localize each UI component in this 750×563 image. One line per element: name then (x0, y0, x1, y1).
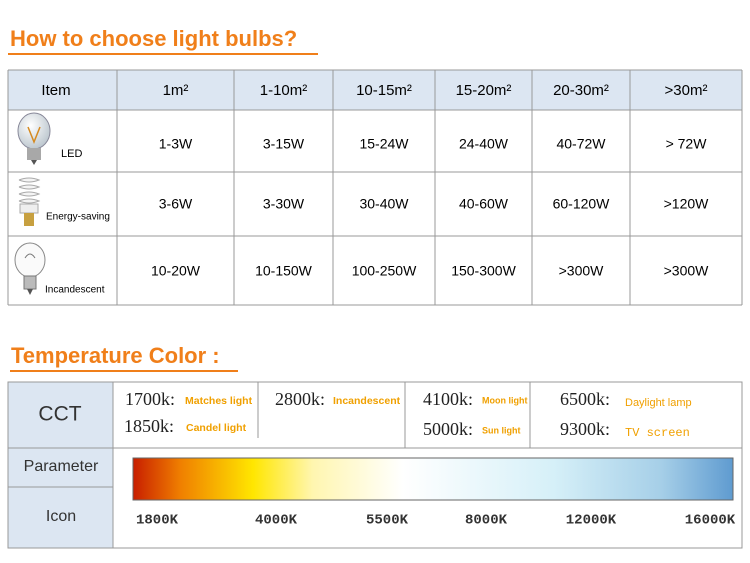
bulb-table (8, 70, 742, 110)
cell: >120W (664, 196, 710, 212)
header-row (8, 70, 742, 110)
cct-value: 6500k: (560, 389, 610, 409)
column-header: Item (41, 82, 70, 99)
bulb-type: LED (61, 148, 82, 160)
cct-desc: Daylight lamp (625, 397, 692, 409)
cct-desc: Candel light (186, 422, 247, 434)
column-header: 20-30m² (553, 82, 609, 99)
temperature-table (7, 381, 743, 549)
kelvin-label: 12000K (566, 513, 617, 529)
title: Temperature Color : (11, 343, 220, 368)
title: How to choose light bulbs? (10, 26, 297, 51)
cell: > 72W (666, 136, 708, 152)
column-header: 15-20m² (456, 82, 512, 99)
cell: 40-60W (459, 196, 509, 212)
cell: >300W (559, 263, 605, 279)
column-header: 1-10m² (260, 82, 308, 99)
row-label: Icon (46, 508, 76, 525)
cct-desc: Incandescent (333, 395, 401, 407)
column-header: >30m² (665, 82, 708, 99)
cell: 100-250W (352, 263, 417, 279)
cell: 3-15W (263, 136, 305, 152)
cell: 1-3W (159, 136, 193, 152)
cell: 30-40W (359, 196, 409, 212)
cct-value: 9300k: (560, 419, 610, 439)
cct-value: 4100k: (423, 389, 473, 409)
color-gradient (132, 457, 734, 501)
cct-desc: TV screen (625, 426, 690, 440)
kelvin-label: 8000K (465, 513, 508, 529)
column-header: 1m² (163, 82, 189, 99)
cell: 3-6W (159, 196, 193, 212)
row-label: CCT (38, 403, 81, 426)
cct-value: 1700k: (125, 389, 175, 409)
bulb-type: Incandescent (45, 285, 105, 296)
cell: 40-72W (556, 136, 606, 152)
cct-value: 5000k: (423, 419, 473, 439)
cell: 3-30W (263, 196, 305, 212)
kelvin-label: 5500K (366, 513, 409, 529)
cell: >300W (664, 263, 710, 279)
row-label: Parameter (24, 458, 99, 475)
incandescent-icon (14, 242, 46, 295)
kelvin-label: 16000K (685, 513, 736, 529)
cell: 10-20W (151, 263, 201, 279)
cell: 24-40W (459, 136, 509, 152)
kelvin-label: 4000K (255, 513, 298, 529)
cell: 10-150W (255, 263, 313, 279)
cell: 150-300W (451, 263, 516, 279)
energy-saving-icon (18, 177, 41, 226)
cct-desc: Moon light (482, 395, 527, 405)
cell: 15-24W (359, 136, 409, 152)
cct-desc: Sun light (482, 425, 521, 435)
led-icon (17, 112, 51, 165)
cct-desc: Matches light (185, 395, 253, 407)
column-header: 10-15m² (356, 82, 412, 99)
cct-value: 1850k: (124, 416, 174, 436)
cct-value: 2800k: (275, 389, 325, 409)
kelvin-label: 1800K (136, 513, 179, 529)
bulb-type: Energy-saving (46, 212, 110, 223)
label-column (8, 382, 113, 548)
cell: 60-120W (553, 196, 611, 212)
